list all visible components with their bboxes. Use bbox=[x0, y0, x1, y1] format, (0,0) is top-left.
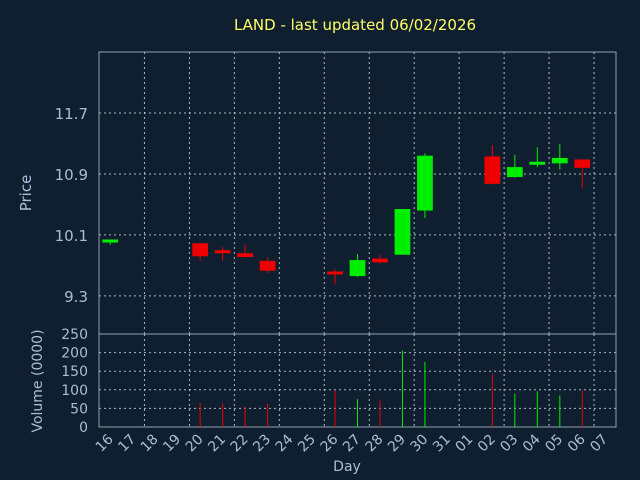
chart-title: LAND - last updated 06/02/2026 bbox=[234, 16, 476, 34]
candle-20 bbox=[192, 242, 209, 261]
candle-body bbox=[237, 253, 253, 258]
candle-16 bbox=[102, 239, 119, 245]
volume-tick-label: 250 bbox=[61, 327, 88, 343]
day-tick-label: 24 bbox=[273, 431, 297, 455]
day-tick-label: 18 bbox=[138, 431, 162, 455]
volume-grid bbox=[99, 334, 616, 427]
candle-21 bbox=[214, 247, 231, 261]
price-axis-label: Price bbox=[17, 175, 35, 212]
price-panel-frame bbox=[98, 51, 617, 335]
candle-22 bbox=[237, 244, 253, 258]
day-tick-label: 06 bbox=[565, 431, 589, 455]
day-axis-label: Day bbox=[333, 459, 361, 475]
price-tick-label: 11.7 bbox=[55, 105, 88, 123]
candle-02 bbox=[484, 144, 501, 185]
day-tick-label: 29 bbox=[385, 431, 409, 455]
volume-tick-labels: 0 50 100 150 200 250 bbox=[61, 327, 88, 436]
day-tick-label: 25 bbox=[295, 431, 319, 455]
candle-body bbox=[417, 155, 433, 211]
candle-29 bbox=[394, 209, 411, 255]
candle-body bbox=[506, 167, 523, 177]
volume-axis-label: Volume (0000) bbox=[30, 329, 46, 432]
day-tick-label: 17 bbox=[115, 431, 139, 455]
candle-body bbox=[394, 209, 411, 255]
price-tick-label: 10.9 bbox=[55, 166, 88, 184]
candle-body bbox=[192, 243, 209, 257]
day-tick-label: 02 bbox=[475, 431, 499, 455]
day-tick-label: 31 bbox=[430, 431, 454, 455]
volume-tick-label: 100 bbox=[61, 383, 88, 399]
day-tick-label: 04 bbox=[520, 431, 544, 455]
price-tick-label: 10.1 bbox=[55, 227, 88, 245]
candle-body bbox=[349, 260, 366, 277]
day-tick-label: 26 bbox=[318, 431, 342, 455]
day-tick-label: 05 bbox=[542, 431, 566, 455]
candle-03 bbox=[506, 154, 523, 178]
day-tick-label: 28 bbox=[363, 431, 387, 455]
price-panel: 9.3 10.1 10.9 11.7 Price bbox=[17, 51, 617, 335]
volume-panel: 0 50 100 150 200 250 Volume (0000) bbox=[30, 327, 617, 436]
price-tick-label: 9.3 bbox=[64, 288, 88, 306]
candle-body bbox=[484, 156, 501, 184]
candle-26 bbox=[327, 269, 343, 285]
volume-tick-label: 200 bbox=[61, 346, 88, 362]
candle-body bbox=[259, 260, 276, 271]
day-tick-label: 19 bbox=[160, 431, 184, 455]
day-tick-label: 30 bbox=[408, 431, 432, 455]
volume-bars bbox=[109, 350, 583, 427]
candle-body bbox=[574, 159, 591, 168]
candle-27 bbox=[349, 253, 366, 277]
volume-tick-label: 0 bbox=[79, 420, 88, 436]
candles bbox=[102, 144, 591, 285]
candle-30 bbox=[417, 153, 433, 219]
day-tick-label: 23 bbox=[250, 431, 274, 455]
candle-body bbox=[214, 250, 231, 254]
day-tick-label: 20 bbox=[183, 431, 207, 455]
candle-28 bbox=[372, 254, 388, 264]
candle-body bbox=[372, 258, 388, 263]
day-tick-label: 07 bbox=[587, 431, 611, 455]
day-tick-label: 22 bbox=[228, 431, 252, 455]
candle-body bbox=[102, 239, 119, 243]
day-tick-label: 16 bbox=[93, 431, 117, 455]
candle-05 bbox=[551, 144, 568, 170]
volume-tick-label: 50 bbox=[70, 401, 88, 417]
day-tick-label: 01 bbox=[452, 431, 476, 455]
price-grid bbox=[99, 52, 616, 334]
candle-04 bbox=[529, 147, 546, 168]
day-tick-labels: 1617181920212223242526272829303101020304… bbox=[93, 431, 611, 455]
volume-tick-label: 150 bbox=[61, 364, 88, 380]
day-tick-label: 27 bbox=[340, 431, 364, 455]
candle-body bbox=[327, 271, 343, 275]
candle-06 bbox=[574, 159, 591, 188]
day-tick-label: 21 bbox=[205, 431, 229, 455]
candle-body bbox=[551, 157, 568, 164]
candle-23 bbox=[259, 257, 276, 274]
price-tick-labels: 9.3 10.1 10.9 11.7 bbox=[55, 105, 88, 306]
candle-body bbox=[529, 161, 546, 165]
day-tick-label: 03 bbox=[497, 431, 521, 455]
